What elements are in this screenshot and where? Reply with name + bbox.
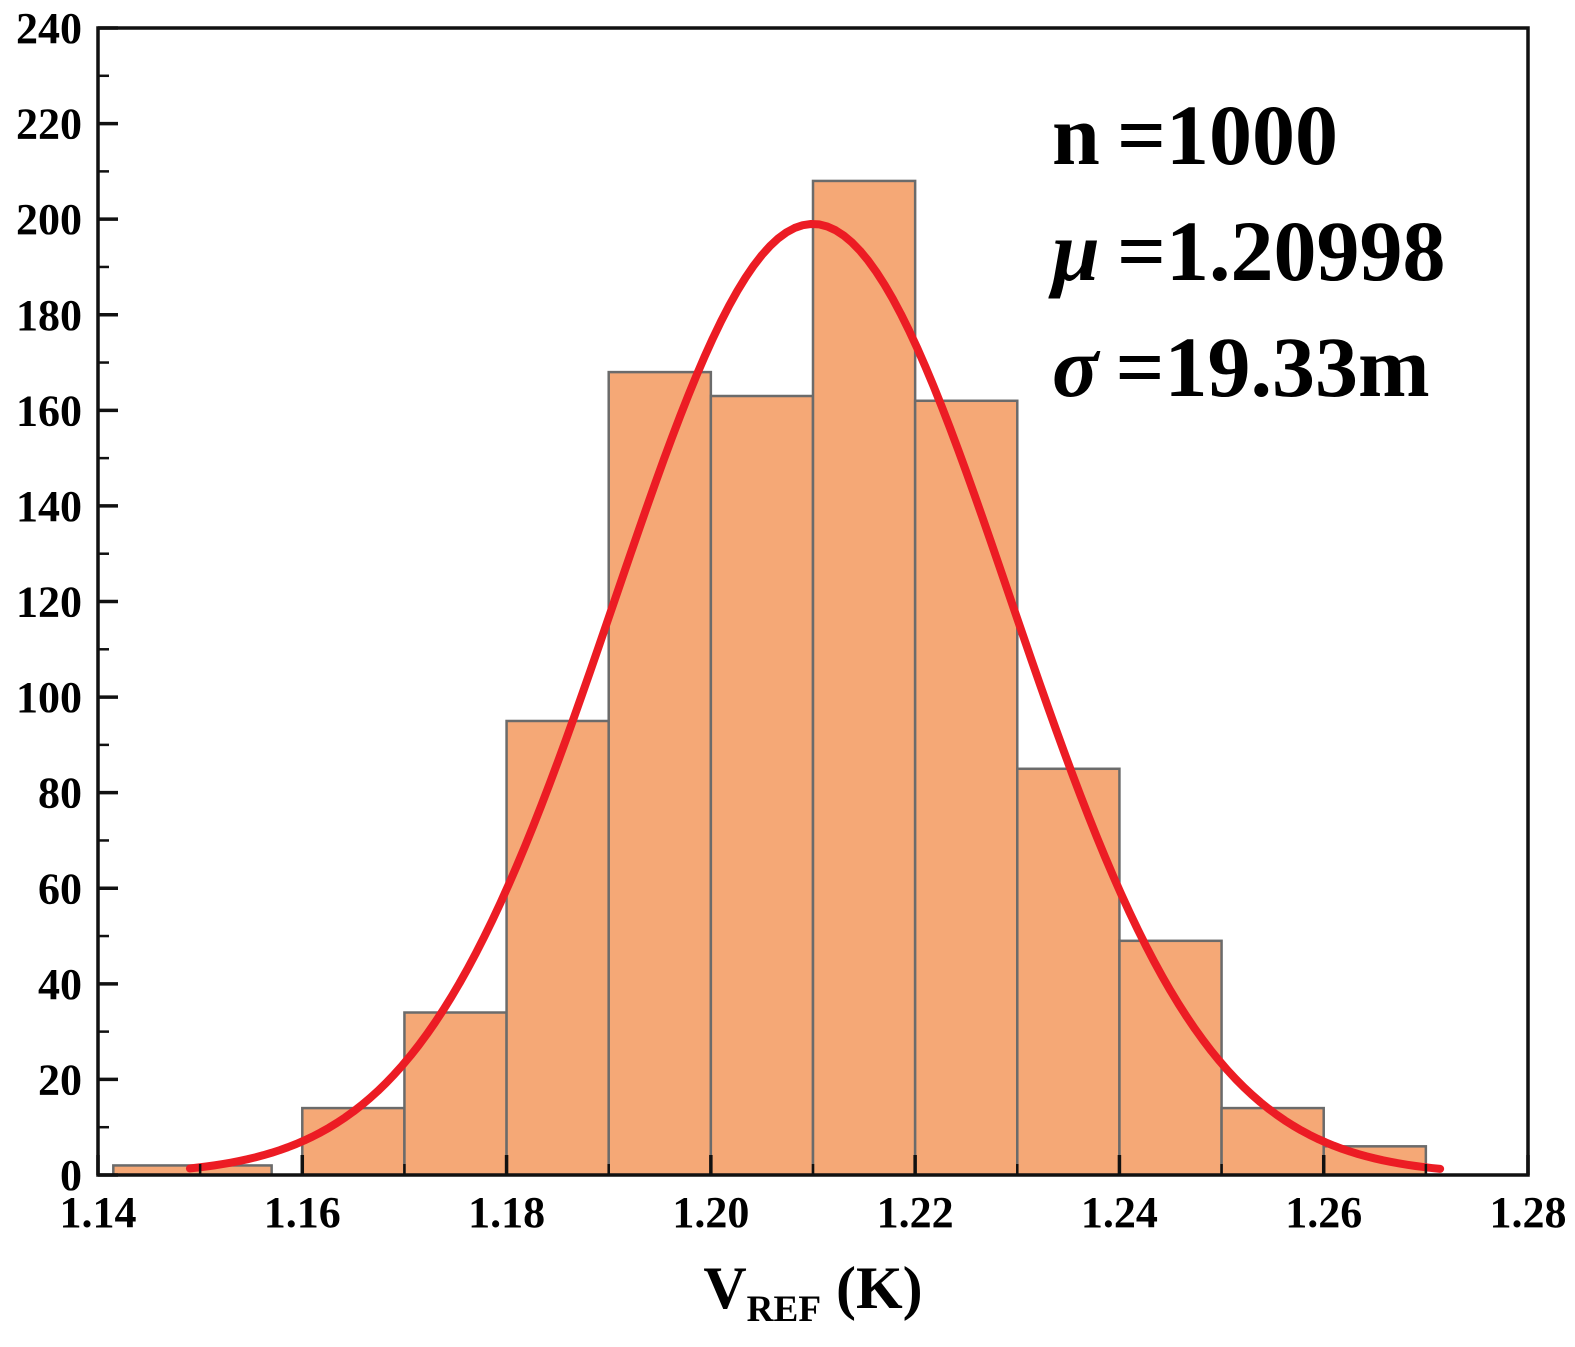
x-axis-title-base: V [703, 1255, 747, 1321]
stat-stddev: σ =19.33m [1052, 324, 1446, 410]
y-tick-label: 220 [16, 100, 82, 149]
y-tick-label: 180 [16, 291, 82, 340]
histogram-bar [301, 1106, 406, 1177]
x-tick-label: 1.28 [1490, 1188, 1567, 1237]
x-tick-label: 1.16 [264, 1188, 341, 1237]
y-tick-label: 0 [60, 1151, 82, 1200]
histogram-bar [403, 1011, 508, 1177]
x-axis-title-unit: (K) [836, 1255, 923, 1321]
gaussian-fit-curve [185, 219, 1445, 1173]
y-tick-label: 20 [38, 1055, 82, 1104]
x-tick-label: 1.22 [877, 1188, 954, 1237]
histogram-bar [607, 370, 713, 1177]
y-tick-label: 80 [38, 769, 82, 818]
x-axis-title: VREF (K) [98, 1255, 1528, 1328]
y-tick-label: 200 [16, 195, 82, 244]
x-tick-label: 1.24 [1081, 1188, 1158, 1237]
y-tick-label: 40 [38, 960, 82, 1009]
y-tick-label: 100 [16, 673, 82, 722]
x-tick-label: 1.26 [1285, 1188, 1362, 1237]
histogram-bar [505, 719, 610, 1177]
stat-sample-size-value: =1000 [1117, 87, 1339, 183]
stat-sample-size: n =1000 [1052, 92, 1446, 178]
stat-mean-symbol: μ [1052, 203, 1100, 299]
y-tick-label: 120 [16, 578, 82, 627]
histogram-bar [1118, 939, 1223, 1177]
stat-stddev-value: =19.33m [1115, 319, 1430, 415]
histogram-bar [1220, 1106, 1325, 1177]
stat-mean: μ =1.20998 [1052, 208, 1446, 294]
histogram-bar [913, 399, 1019, 1177]
y-tick-label: 60 [38, 864, 82, 913]
histogram-bar [811, 179, 917, 1177]
stat-sample-size-symbol: n [1052, 87, 1100, 183]
y-tick-label: 160 [16, 386, 82, 435]
y-tick-label: 140 [16, 482, 82, 531]
x-tick-label: 1.14 [60, 1188, 137, 1237]
x-tick-label: 1.20 [672, 1188, 749, 1237]
histogram-bar [709, 394, 815, 1177]
x-tick-label: 1.18 [468, 1188, 545, 1237]
histogram-bar [1016, 767, 1121, 1177]
stat-mean-value: =1.20998 [1117, 203, 1446, 299]
x-axis-title-sub: REF [746, 1289, 822, 1330]
stats-annotation: n =1000 μ =1.20998 σ =19.33m [1052, 92, 1446, 410]
y-tick-label: 240 [16, 4, 82, 53]
stat-stddev-symbol: σ [1052, 319, 1099, 415]
